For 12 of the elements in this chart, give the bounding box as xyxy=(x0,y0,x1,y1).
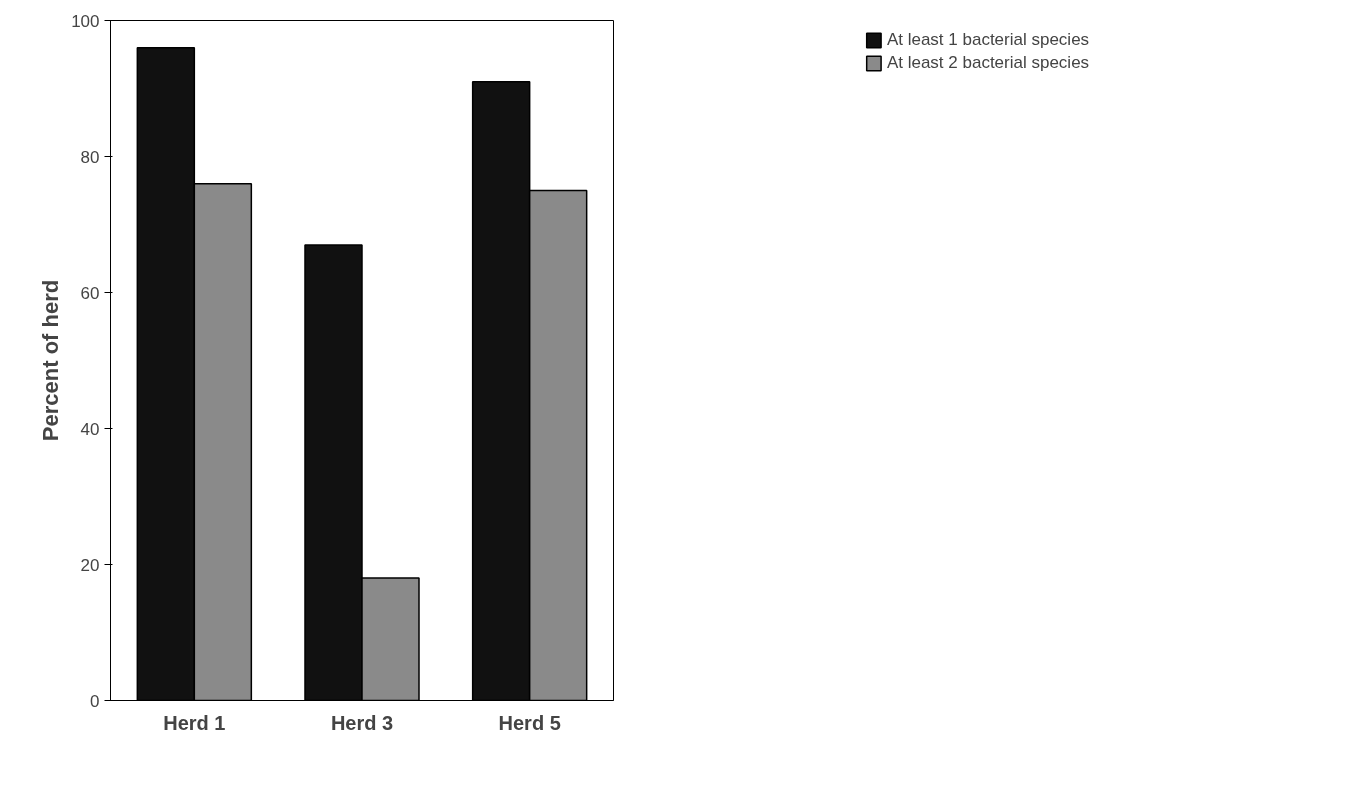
y-axis-title: Percent of herd xyxy=(38,279,64,442)
y-tick-label: 20 xyxy=(80,555,100,575)
x-tick-label: Herd 5 xyxy=(498,711,561,734)
legend-label: At least 2 bacterial species xyxy=(886,53,1090,73)
y-tick-label: 40 xyxy=(80,419,100,439)
y-tick-label: 60 xyxy=(80,283,100,303)
y-tick-label: 0 xyxy=(90,691,100,711)
legend-label: At least 1 bacterial species xyxy=(886,30,1090,50)
y-tick-label: 80 xyxy=(80,147,100,167)
x-tick-label: Herd 3 xyxy=(330,711,394,734)
x-tick-label: Herd 1 xyxy=(163,711,226,734)
y-tick-label: 100 xyxy=(71,11,100,31)
